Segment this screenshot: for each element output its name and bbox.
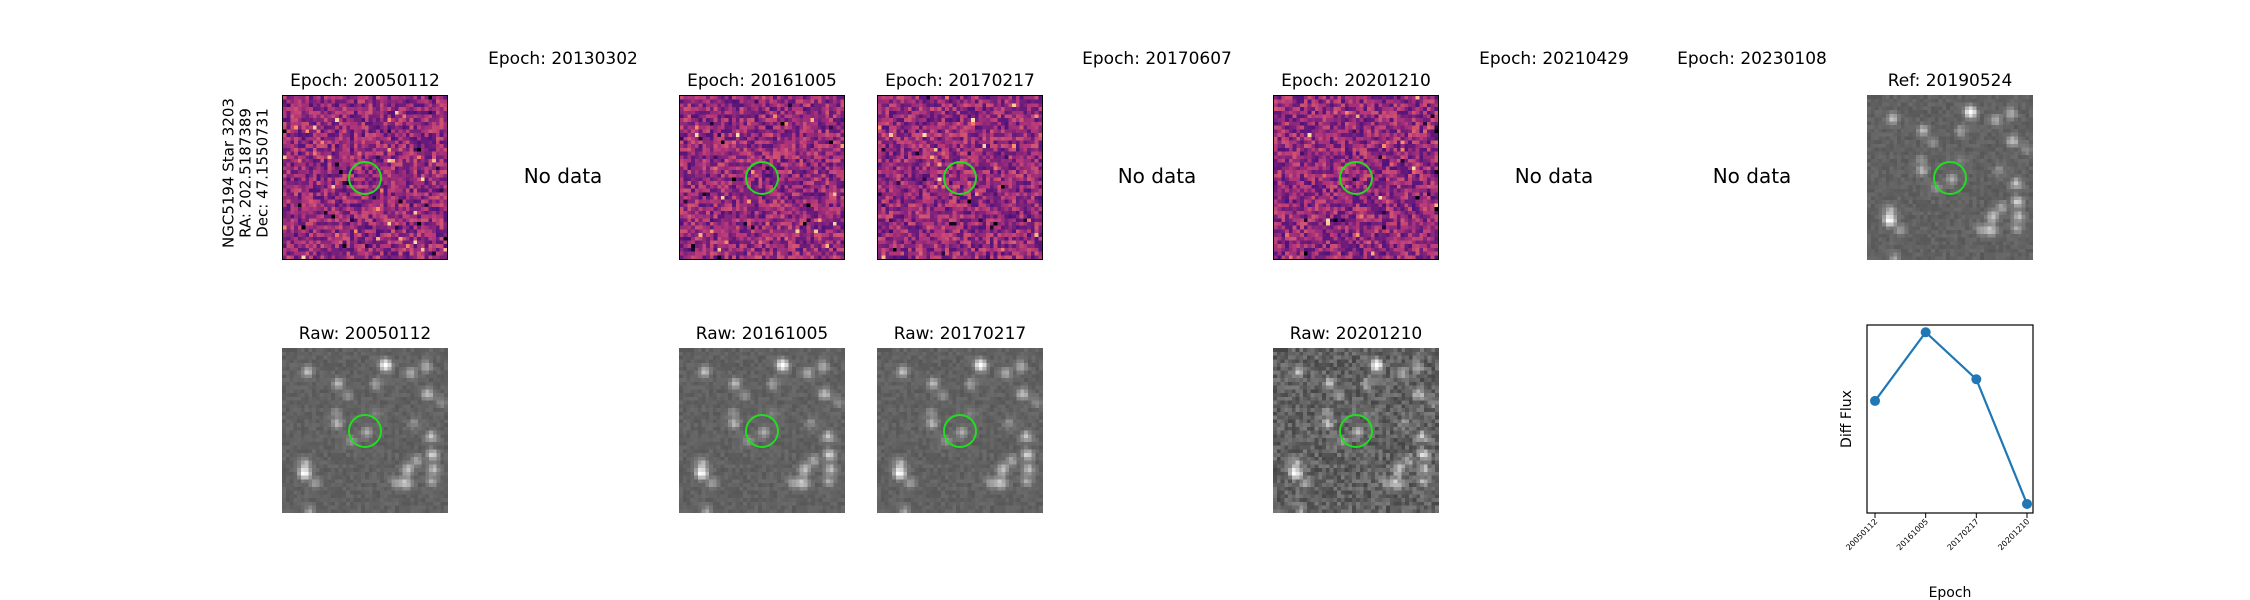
epoch-title-20050112: Epoch: 20050112 xyxy=(290,71,440,91)
epoch-title-20161005: Epoch: 20161005 xyxy=(687,71,837,91)
raw-image-20170217 xyxy=(877,348,1043,513)
y-axis-label: Diff Flux xyxy=(1840,390,1855,448)
epoch-title-20230108: Epoch: 20230108 xyxy=(1677,49,1827,69)
raw-title-20170217: Raw: 20170217 xyxy=(893,324,1027,344)
target-circle xyxy=(1339,413,1373,448)
x-tick-label-20170217: 20170217 xyxy=(1946,517,1981,552)
ref-title: Ref: 20190524 xyxy=(1887,71,2013,91)
no-data-20130302: No data xyxy=(523,164,603,188)
raw-title-20050112: Raw: 20050112 xyxy=(298,324,432,344)
series-line xyxy=(1874,330,2029,505)
diff-image-20161005 xyxy=(679,95,845,260)
target-circle xyxy=(745,413,779,448)
star-ra: RA: 202.5187389 xyxy=(236,108,255,238)
target-circle xyxy=(348,160,382,195)
x-axis-label: Epoch xyxy=(1929,585,1972,600)
raw-image-20161005 xyxy=(679,348,845,513)
plot-frame xyxy=(1866,324,2034,514)
star-dec: Dec: 47.1550731 xyxy=(253,108,272,238)
star-label: NGC5194 Star 3203 RA: 202.5187389 Dec: 4… xyxy=(219,73,272,273)
target-circle xyxy=(943,413,977,448)
epoch-title-20210429: Epoch: 20210429 xyxy=(1479,49,1629,69)
diff-image-20170217 xyxy=(877,95,1043,260)
data-point-20050112 xyxy=(1870,395,1880,406)
star-name: NGC5194 Star 3203 xyxy=(219,98,238,248)
target-circle xyxy=(348,413,382,448)
raw-title-20161005: Raw: 20161005 xyxy=(695,324,829,344)
light-curve-chart: 20050112 20161005 20170217 20201210 Diff Fl… xyxy=(1840,324,2034,600)
data-point-20161005 xyxy=(1920,327,1931,338)
x-tick-label-20201210: 20201210 xyxy=(1996,517,2031,552)
epoch-title-20170607: Epoch: 20170607 xyxy=(1082,49,1232,69)
epoch-title-20201210: Epoch: 20201210 xyxy=(1281,71,1431,91)
raw-title-20201210: Raw: 20201210 xyxy=(1289,324,1423,344)
data-point-20201210 xyxy=(2022,498,2032,509)
x-tick-label-20161005: 20161005 xyxy=(1895,517,1930,552)
raw-image-20201210 xyxy=(1273,348,1439,513)
epoch-title-20130302: Epoch: 20130302 xyxy=(488,49,638,69)
diff-image-20050112 xyxy=(282,95,448,260)
target-circle xyxy=(1339,160,1373,195)
x-tick-label-20050112: 20050112 xyxy=(1844,517,1879,552)
target-circle xyxy=(1933,160,1967,195)
no-data-20170607: No data xyxy=(1117,164,1197,188)
ref-image xyxy=(1867,95,2033,260)
diff-image-20201210 xyxy=(1273,95,1439,260)
no-data-20210429: No data xyxy=(1514,164,1594,188)
data-point-20170217 xyxy=(1971,374,1982,385)
raw-image-20050112 xyxy=(282,348,448,513)
epoch-title-20170217: Epoch: 20170217 xyxy=(885,71,1035,91)
target-circle xyxy=(745,160,779,195)
no-data-20230108: No data xyxy=(1712,164,1792,188)
target-circle xyxy=(943,160,977,195)
